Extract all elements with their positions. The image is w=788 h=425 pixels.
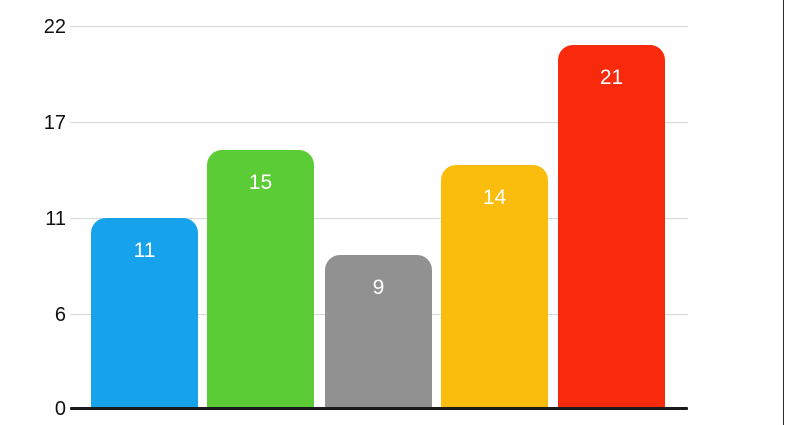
bar-value-label-4: 14	[482, 186, 507, 209]
bar-value-label-5: 21	[599, 66, 624, 89]
y-axis-tick-label-11: 11	[45, 208, 66, 230]
y-axis-tick-label-6: 6	[54, 304, 66, 326]
y-axis-tick-label-0: 0	[54, 398, 66, 420]
page-border	[783, 0, 784, 425]
y-axis-tick-label-17: 17	[43, 112, 66, 134]
bar-5[interactable]: 21	[558, 45, 665, 408]
bar-4[interactable]: 14	[441, 165, 548, 408]
gridline-11	[70, 218, 688, 219]
bar-1[interactable]: 11	[91, 218, 198, 408]
bar-value-label-1: 11	[133, 239, 156, 262]
gridline-17	[70, 122, 688, 123]
y-axis-tick-label-22: 22	[43, 16, 66, 38]
bar-3[interactable]: 9	[325, 255, 432, 408]
gridline-22	[70, 26, 688, 27]
x-axis-baseline	[70, 407, 688, 410]
bar-value-label-2: 15	[248, 171, 273, 194]
bar-2[interactable]: 15	[207, 150, 314, 408]
bar-value-label-3: 9	[372, 276, 385, 299]
